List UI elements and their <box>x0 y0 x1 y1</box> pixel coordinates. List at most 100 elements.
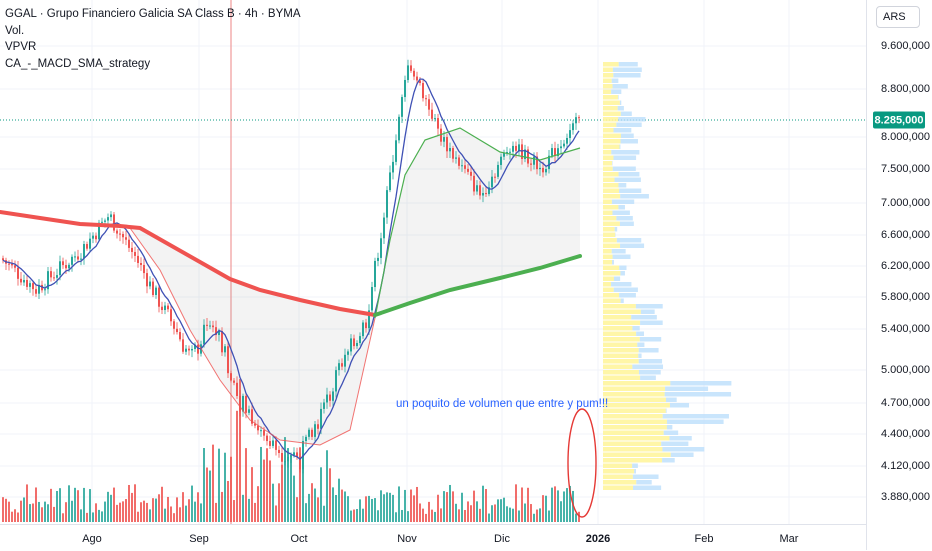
indicator-vpvr[interactable]: VPVR <box>5 39 301 56</box>
volume-bar <box>317 497 319 522</box>
candle-body <box>317 424 319 429</box>
vpvr-row <box>603 73 613 78</box>
candle-body <box>245 396 247 413</box>
candle-body <box>422 83 424 98</box>
vpvr-row <box>603 233 615 238</box>
volume-bar <box>131 493 133 522</box>
candle-body <box>335 370 337 391</box>
volume-bar <box>557 490 559 522</box>
candle-body <box>236 383 238 396</box>
candle-body <box>572 123 574 130</box>
price-tick-label: 5.400,000 <box>881 323 930 335</box>
candle-body <box>452 148 454 159</box>
volume-bar <box>179 507 181 522</box>
vpvr-row-ext <box>667 425 672 430</box>
volume-bar <box>224 453 226 522</box>
symbol-title[interactable]: GGAL · Grupo Financiero Galicia SA Class… <box>5 6 301 23</box>
volume-bar <box>11 512 13 522</box>
candle-body <box>140 263 142 265</box>
vpvr-row-ext <box>618 106 624 111</box>
volume-bar <box>152 498 154 522</box>
candle-body <box>23 280 25 282</box>
candle-body <box>473 176 475 192</box>
volume-bar <box>86 513 88 522</box>
price-tick-label: 3.880,000 <box>881 491 930 503</box>
candle-body <box>566 138 568 144</box>
time-axis[interactable] <box>0 524 866 551</box>
vpvr-row <box>603 486 633 491</box>
candle-body <box>350 338 352 351</box>
volume-bar <box>122 501 124 522</box>
candle-body <box>59 261 61 275</box>
volume-bar <box>98 510 100 522</box>
candle-body <box>407 65 409 80</box>
volume-bar <box>110 495 112 522</box>
volume-bar <box>209 471 211 522</box>
volume-bar <box>128 485 130 522</box>
volume-bar <box>413 495 415 522</box>
volume-bar <box>488 514 490 522</box>
candle-body <box>227 346 229 373</box>
candle-body <box>206 325 208 326</box>
vpvr-histogram <box>603 62 731 490</box>
volume-bar <box>248 499 250 522</box>
vpvr-row <box>603 425 667 430</box>
volume-bar <box>263 460 265 522</box>
currency-button[interactable]: ARS <box>876 6 920 28</box>
last-price-label: 8.285,000 <box>873 112 925 129</box>
candle-body <box>365 323 367 329</box>
vpvr-row-ext <box>632 326 639 331</box>
indicator-strategy[interactable]: CA_-_MACD_SMA_strategy <box>5 56 301 73</box>
volume-bar <box>107 492 109 522</box>
candle-body <box>230 373 232 380</box>
vpvr-row <box>603 139 621 144</box>
volume-bar <box>14 509 16 522</box>
volume-bar <box>266 448 268 522</box>
candle-body <box>437 118 439 129</box>
candle-body <box>314 424 316 437</box>
candle-body <box>347 351 349 354</box>
volume-bar <box>269 460 271 522</box>
volume-bar <box>218 449 220 522</box>
vpvr-row-ext <box>619 62 638 67</box>
indicator-vol[interactable]: Vol. <box>5 23 301 40</box>
volume-bar <box>536 510 538 522</box>
candle-body <box>425 98 427 99</box>
candle-body <box>167 306 169 310</box>
volume-bar <box>512 509 514 522</box>
volume-bar <box>62 513 64 522</box>
candle-body <box>377 258 379 261</box>
candle-body <box>191 349 193 350</box>
candle-body <box>461 165 463 166</box>
candle-body <box>389 172 391 190</box>
vpvr-row-ext <box>667 420 724 425</box>
vpvr-row <box>603 200 612 205</box>
volume-bar <box>89 489 91 522</box>
vpvr-row <box>603 128 614 133</box>
candle-body <box>470 172 472 176</box>
vpvr-row-ext <box>613 68 642 73</box>
vpvr-row <box>603 348 639 353</box>
volume-bar <box>251 467 253 522</box>
volume-bar <box>140 502 142 522</box>
candle-body <box>287 457 289 461</box>
volume-bar <box>365 496 367 522</box>
candle-body <box>44 289 46 290</box>
candle-body <box>263 430 265 435</box>
vpvr-row-ext <box>669 436 691 441</box>
vpvr-row <box>603 249 612 254</box>
candle-body <box>125 237 127 239</box>
candle-body <box>341 363 343 366</box>
volume-bar <box>575 514 577 522</box>
volume-bar <box>242 495 244 522</box>
candle-body <box>443 137 445 142</box>
candle-body <box>272 440 274 445</box>
volume-bar <box>215 503 217 522</box>
candle-body <box>380 238 382 258</box>
candle-body <box>305 437 307 441</box>
vpvr-row-ext <box>619 145 620 150</box>
volume-bar <box>521 487 523 522</box>
month-label: 2026 <box>586 533 610 545</box>
volume-bar <box>542 495 544 522</box>
